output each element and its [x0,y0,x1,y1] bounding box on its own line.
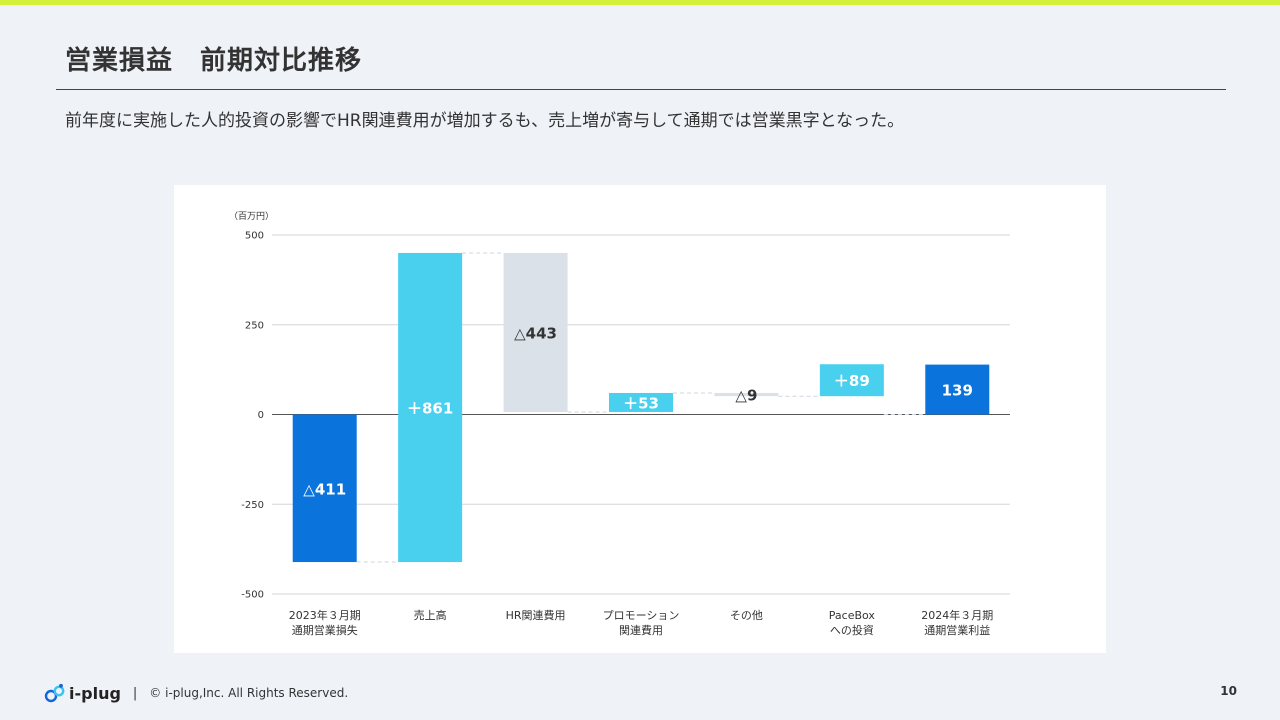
bar-value-label: 139 [942,382,973,400]
bar-value-label: ＋89 [834,372,870,390]
y-tick-label: -250 [241,500,264,511]
bar-value-label: △443 [514,324,557,342]
x-category-label: 関連費用 [619,623,663,637]
chart-card: （百万円） 500 250 0 -250 -500 △411 ＋861 △443 ＋53 △9 ＋89… [174,185,1106,653]
copyright-text: © i-plug,Inc. All Rights Reserved. [149,686,349,700]
bar-value-label: △411 [303,480,346,498]
waterfall-bar [398,252,463,563]
waterfall-bar [925,364,990,415]
y-tick-label: 250 [245,320,264,331]
x-category-label: 2023年３月期 [289,608,361,622]
waterfall-bar [609,392,673,412]
x-category-label: プロモーション [603,609,680,622]
waterfall-bar [503,252,568,412]
x-category-label: その他 [730,609,763,622]
bar-value-label: ＋53 [623,394,659,412]
waterfall-bar [819,364,884,397]
page-number: 10 [1220,684,1237,698]
title-divider [56,89,1226,90]
waterfall-bar [714,392,779,397]
y-tick-label: 500 [245,231,264,242]
company-logo: i-plug [44,683,121,703]
x-category-label: PaceBox [829,609,876,622]
x-category-label: 通期営業損失 [292,623,358,637]
footer: i-plug | © i-plug,Inc. All Rights Reserv… [44,681,348,705]
logo-text: i-plug [69,683,121,703]
footer-separator: | [132,685,138,701]
waterfall-chart: （百万円） 500 250 0 -250 -500 △411 ＋861 △443 ＋53 △9 ＋89… [229,211,1010,637]
x-category-label: 2024年３月期 [921,608,993,622]
waterfall-bar [292,414,357,563]
x-category-label: 売上高 [414,608,447,622]
page-title: 営業損益 前期対比推移 [65,46,363,76]
page-subtitle: 前年度に実施した人的投資の影響でHR関連費用が増加するも、売上増が寄与して通期で… [65,111,905,131]
y-tick-label: -500 [241,590,264,601]
bar-value-label: ＋861 [407,399,453,417]
y-unit-label: （百万円） [229,211,274,222]
logo-icon [44,683,65,703]
x-category-label: 通期営業利益 [924,623,990,637]
y-tick-label: 0 [258,410,264,421]
x-category-label: HR関連費用 [506,608,566,622]
top-accent-bar [0,0,1280,5]
x-category-label: への投資 [830,623,874,637]
bar-value-label: △9 [735,387,757,405]
